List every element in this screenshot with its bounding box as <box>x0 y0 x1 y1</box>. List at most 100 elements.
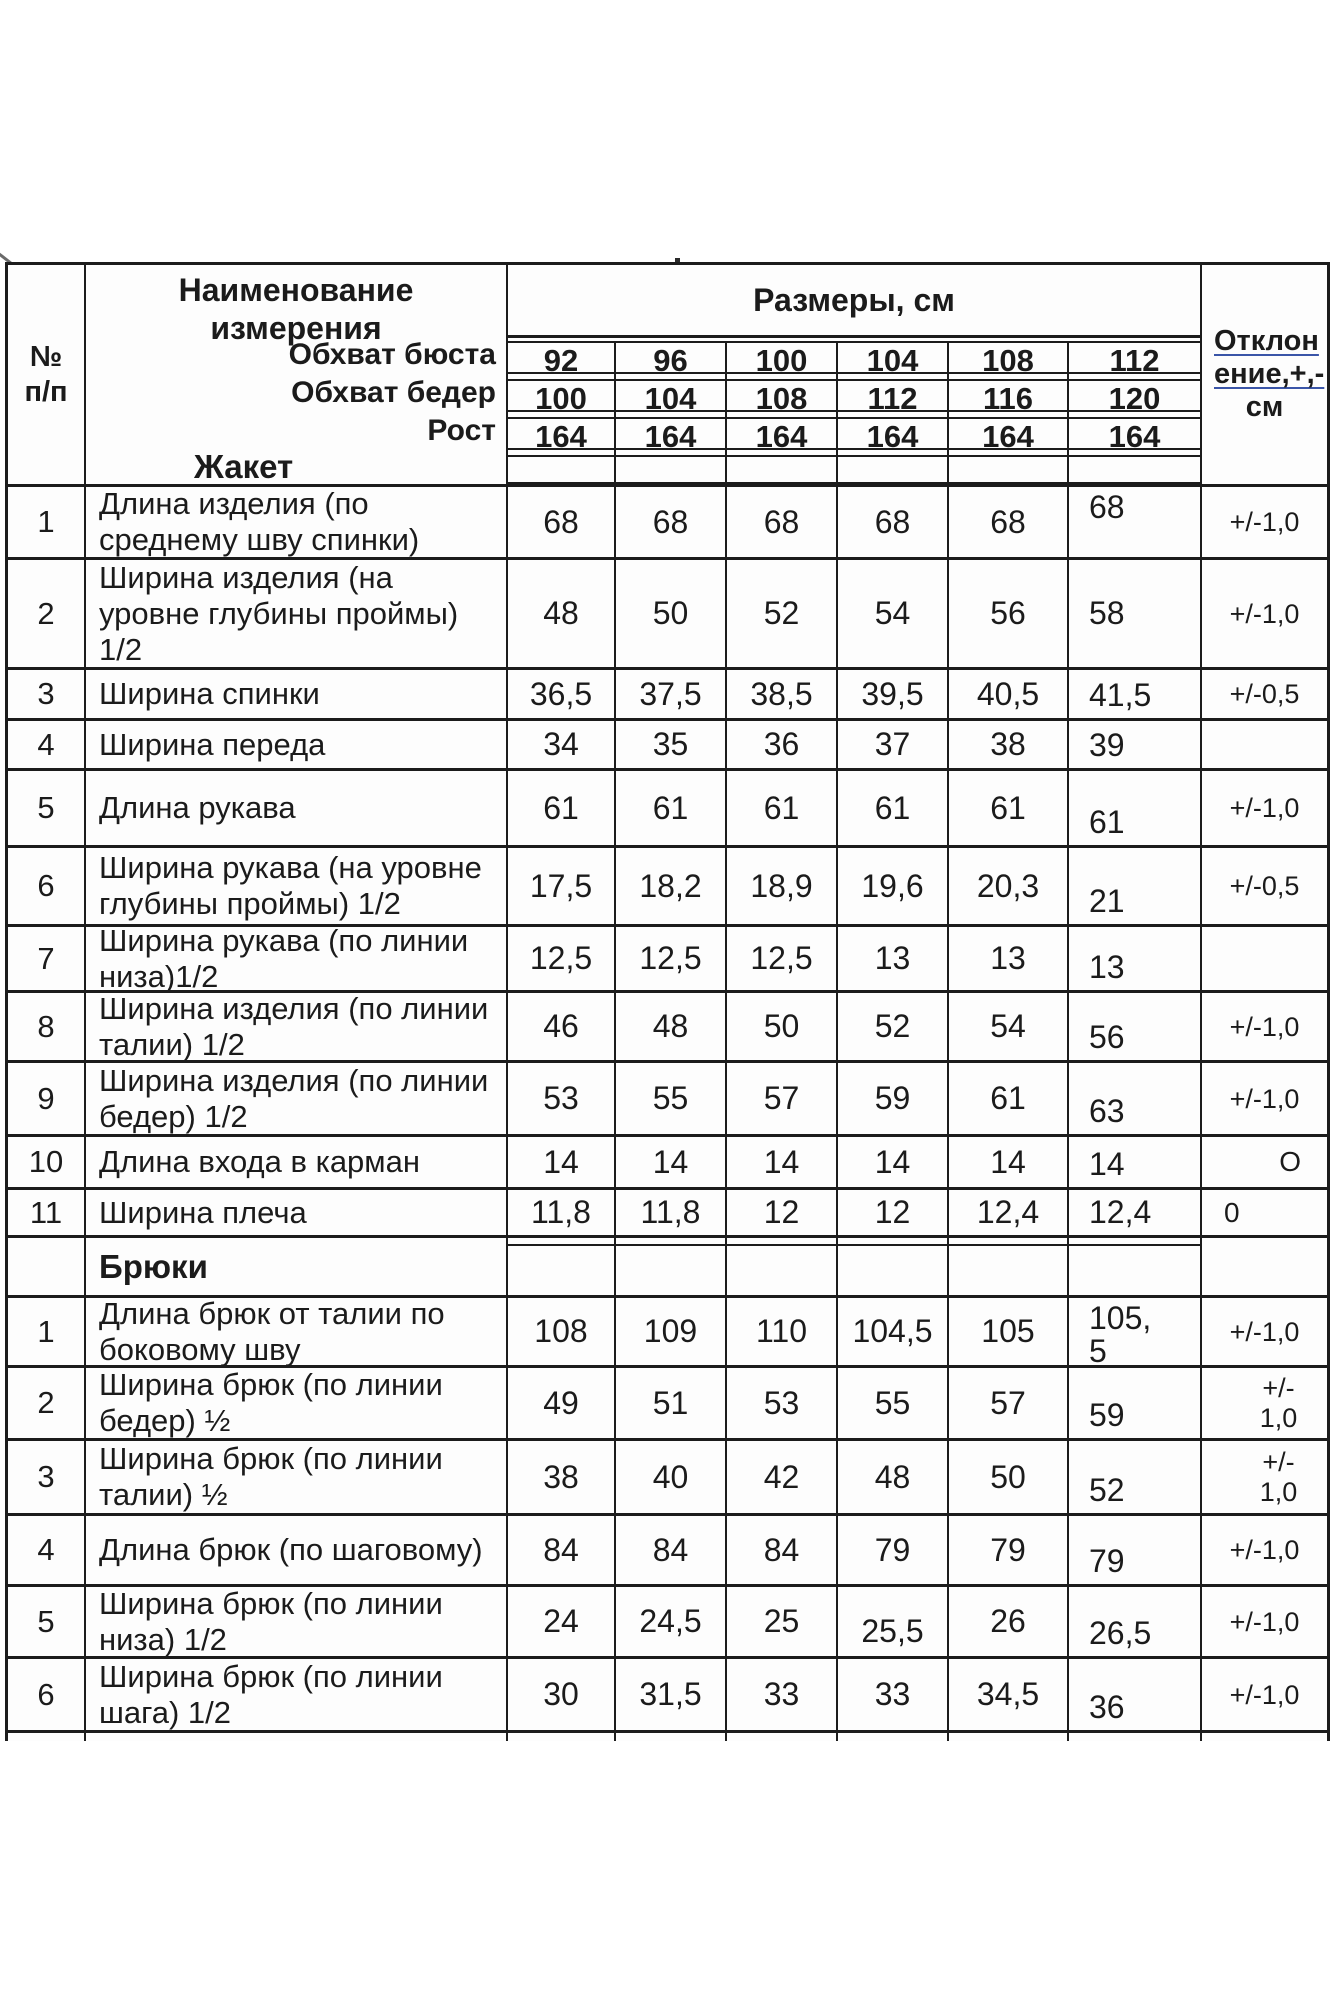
size-value-cell <box>727 457 838 482</box>
size-value-cell: 39 <box>1069 721 1202 768</box>
header-size-box: 100 104 108 112 116 120 <box>508 379 1200 417</box>
measurement-name-cell: Ширина рукава (по линии низа)1/2 <box>86 927 508 990</box>
size-value-cell: 21 <box>1069 848 1202 924</box>
size-value-cell: 116 <box>949 381 1069 417</box>
row-number-cell: 6 <box>8 1659 86 1730</box>
size-value-cell <box>949 1238 1069 1295</box>
deviation-cell <box>1202 721 1327 768</box>
deviation-title-line1: Отклон <box>1214 325 1319 357</box>
measurement-name-cell: Ширина брюк (по линии шага) 1/2 <box>86 1659 508 1730</box>
measurement-name-cell: Длина входа в карман <box>86 1137 508 1187</box>
size-value-cell: 59 <box>838 1063 949 1134</box>
size-value-cell: 108 <box>508 1298 616 1365</box>
size-value-cell: 109 <box>616 1298 727 1365</box>
size-value-cell: 17,5 <box>508 848 616 924</box>
size-value-cell: 84 <box>508 1516 616 1584</box>
size-value-cell: 38 <box>508 1441 616 1513</box>
row-number-cell: 4 <box>8 721 86 768</box>
size-value-cell: 14 <box>508 1137 616 1187</box>
size-value-cell: 112 <box>1109 343 1160 378</box>
row-number-cell: 2 <box>8 560 86 667</box>
table-row: 4 Ширина переда 34 35 36 37 38 39 <box>8 721 1327 771</box>
deviation-cell: 0 <box>1224 1196 1240 1228</box>
size-value-cell: 164 <box>616 419 727 455</box>
size-value-cell: 54 <box>838 560 949 667</box>
size-value-cell: 50 <box>949 1441 1069 1513</box>
row-number-cell: 3 <box>8 670 86 718</box>
size-value-cell: 48 <box>508 560 616 667</box>
size-value-cell: 37,5 <box>616 670 727 718</box>
size-value-cell: 61 <box>949 1063 1069 1134</box>
table-header-block: № п/п Наименование измерения Жакет Обхва… <box>8 265 1327 487</box>
deviation-cell <box>1202 927 1327 990</box>
size-value-cell: 52 <box>838 993 949 1060</box>
size-value-cell: 68 <box>727 487 838 557</box>
size-value-cell <box>508 1733 616 1741</box>
size-value-cell <box>838 1238 949 1295</box>
measurement-name-cell: Ширина брюк (по линии талии) ½ <box>86 1441 508 1513</box>
size-value-cell: 12,4 <box>949 1190 1069 1235</box>
measurement-name-cell: Ширина изделия (по линии талии) 1/2 <box>86 993 508 1060</box>
size-value-cell: 84 <box>727 1516 838 1584</box>
measurement-name-cell: Ширина плеча <box>86 1190 508 1235</box>
header-param-label: Обхват бедер <box>291 375 496 409</box>
size-value-cell: 33 <box>838 1659 949 1730</box>
size-value-cell: 19,6 <box>838 848 949 924</box>
size-value-cell: 26 <box>949 1587 1069 1656</box>
row-number-cell: 11 <box>8 1190 86 1235</box>
size-value-cell <box>616 1238 727 1295</box>
size-value-cell: 14 <box>616 1137 727 1187</box>
size-value-cell: 51 <box>616 1368 727 1438</box>
size-value-cell: 61 <box>1069 771 1202 845</box>
row-number-cell: 5 <box>8 1587 86 1656</box>
size-value-cell: 164 <box>838 419 949 455</box>
size-value-cell: 57 <box>727 1063 838 1134</box>
row-number-cell: 1 <box>8 1298 86 1365</box>
header-param-label: Рост <box>427 413 496 447</box>
size-value-cell: 164 <box>949 419 1069 455</box>
size-value-cell <box>727 1733 838 1741</box>
size-value-cell: 48 <box>838 1441 949 1513</box>
size-value-cell: 13 <box>1069 927 1202 990</box>
size-value-cell: 24 <box>508 1587 616 1656</box>
size-value-cell: 104,5 <box>838 1298 949 1365</box>
size-value-cell: 37 <box>838 721 949 768</box>
deviation-cell: +/- 1,0 <box>1259 1447 1298 1507</box>
table-row: 3 Ширина спинки 36,5 37,5 38,5 39,5 40,5 41,5 +/… <box>8 670 1327 721</box>
size-value-cell: 108 <box>949 343 1069 379</box>
size-value-cell <box>949 1733 1069 1741</box>
measurement-name-cell: Ширина изделия (по линии бедер) 1/2 <box>86 1063 508 1134</box>
size-value-cell: 38 <box>949 721 1069 768</box>
row-number-cell: 4 <box>8 1516 86 1584</box>
row-number-cell: 5 <box>8 771 86 845</box>
deviation-cell: +/- 1,0 <box>1259 1373 1298 1433</box>
table-row: 9 Ширина изделия (по линии бедер) 1/2 53 55… <box>8 1063 1327 1137</box>
section-title-row: Брюки <box>8 1238 1327 1298</box>
size-value-cell: 12,4 <box>1069 1190 1202 1235</box>
size-value-cell: 59 <box>1069 1368 1202 1438</box>
measurement-name-cell: Ширина брюк (по линии бедер) ½ <box>86 1368 508 1438</box>
size-value-cell: 34,5 <box>949 1659 1069 1730</box>
table-row: 3 Ширина брюк (по линии талии) ½ 38 40 42 48 5… <box>8 1441 1327 1516</box>
measurement-name-cell <box>86 1733 508 1741</box>
size-value-cell: 50 <box>727 993 838 1060</box>
size-value-cell: 14 <box>1069 1137 1202 1187</box>
size-value-cell: 14 <box>838 1137 949 1187</box>
header-name-title: Наименование измерения <box>178 272 414 346</box>
size-value-cell: 36,5 <box>508 670 616 718</box>
size-value-cell: 110 <box>727 1298 838 1365</box>
size-value-cell: 79 <box>838 1516 949 1584</box>
measurement-name-cell: Длина брюк (по шаговому) <box>86 1516 508 1584</box>
size-value-cell: 39,5 <box>838 670 949 718</box>
size-value-cell: 120 <box>1108 381 1161 416</box>
size-value-cell: 38,5 <box>727 670 838 718</box>
measurement-name-cell: Длина изделия (по среднему шву спинки) <box>86 487 508 557</box>
size-value-cell: 164 <box>508 419 616 455</box>
table-row: 11 Ширина плеча 11,8 11,8 12 12 12,4 12,4 0 <box>8 1190 1327 1238</box>
size-value-cell: 96 <box>616 343 727 379</box>
size-value-cell: 11,8 <box>616 1190 727 1235</box>
table-row: 7 Ширина рукава (по линии низа)1/2 12,5 12,… <box>8 927 1327 993</box>
size-value-cell: 108 <box>727 381 838 417</box>
size-value-cell: 12,5 <box>616 927 727 990</box>
